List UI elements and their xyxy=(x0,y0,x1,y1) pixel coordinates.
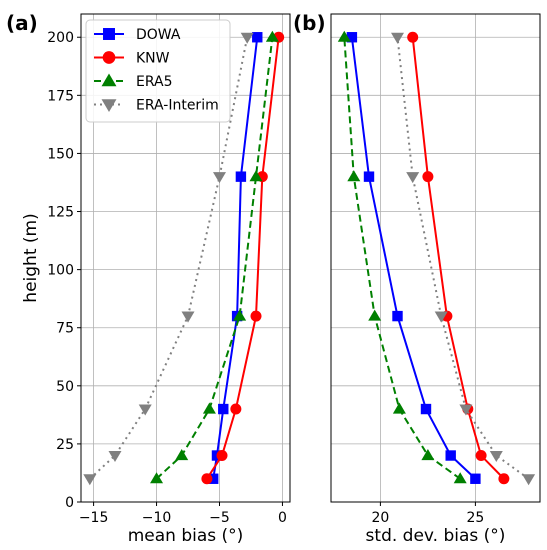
panel-b-series-knw-point xyxy=(475,450,487,462)
panel-a-y-tick-label: 25 xyxy=(56,437,74,453)
panel-a-x-tick-label: −15 xyxy=(79,510,109,526)
legend-label-knw: KNW xyxy=(136,51,170,67)
panel-b-series-era5-point xyxy=(392,402,406,414)
panel-a-y-tick-label: 75 xyxy=(56,321,74,337)
panel-a-series-era-interim-point xyxy=(212,172,226,184)
panel-a-series-era-interim-point xyxy=(181,311,195,323)
panel-a-series-dowa-point xyxy=(218,403,229,415)
panel-a-series-era-interim-point xyxy=(138,404,152,416)
panel-a-label: (a) xyxy=(6,11,38,35)
panel-b-series-era5-point xyxy=(347,170,361,182)
panel-b-series-era5-point xyxy=(453,472,467,484)
legend-marker-era-interim xyxy=(101,99,117,112)
panel-b-label: (b) xyxy=(293,11,326,35)
legend-label-era5: ERA5 xyxy=(136,74,173,90)
panel-a-series-era5-point xyxy=(249,170,263,182)
panel-a-y-tick-label: 200 xyxy=(47,30,74,46)
legend-marker-knw xyxy=(102,51,116,64)
panel-b-series-era5-point xyxy=(337,30,351,42)
legend-marker-era5 xyxy=(101,73,117,87)
panel-b-series-era-interim-point xyxy=(406,172,420,184)
panel-a-series-dowa-point xyxy=(207,473,219,484)
panel-b-series-knw-point xyxy=(422,171,434,183)
panel-a-series-era-interim-point xyxy=(240,32,254,44)
legend-label-era-interim: ERA-Interim xyxy=(136,98,219,114)
panel-a-x-axis-label: mean bias (°) xyxy=(128,526,244,546)
panel-a-y-tick-label: 175 xyxy=(47,88,74,104)
panel-a-series-era5-point xyxy=(150,472,164,484)
panel-a-series-era-interim-point xyxy=(83,474,97,486)
panel-a-y-tick-label: 50 xyxy=(56,379,74,395)
panel-a-y-axis-label: height (m) xyxy=(21,213,41,302)
panel-a-series-era5-point xyxy=(265,30,279,42)
legend-box xyxy=(85,19,231,123)
panel-a-y-tick-label: 150 xyxy=(47,146,74,162)
panel-b-series-dowa-point xyxy=(470,473,481,484)
panel-a-series-knw-point xyxy=(250,310,262,322)
panel-b-series-dowa-point xyxy=(445,450,456,461)
panel-b-series-era-interim-point xyxy=(391,32,404,44)
panel-a-x-tick-label: 0 xyxy=(278,510,287,526)
panel-b-series-era-interim-line xyxy=(396,37,530,480)
panel-a-series-era5-point xyxy=(233,309,247,321)
panel-b-series-knw-point xyxy=(407,31,419,43)
panel-a-series-era-interim-point xyxy=(108,450,122,463)
panel-b-x-tick-label: 25 xyxy=(466,510,484,526)
panel-b-series-dowa-point xyxy=(392,310,403,322)
panel-b-series-era5-point xyxy=(368,309,382,321)
panel-b-frame xyxy=(330,13,541,503)
panel-b-series-dowa-point xyxy=(420,403,432,415)
panel-a-y-tick-label: 0 xyxy=(65,495,74,511)
panel-b-series-era-interim-point xyxy=(434,311,448,323)
legend-marker-dowa xyxy=(103,28,115,40)
panel-a-series-knw-point xyxy=(216,450,228,462)
panel-a-series-era5-point xyxy=(175,449,189,461)
panel-b-series-era-interim-point xyxy=(489,450,503,463)
panel-a-x-tick-label: −10 xyxy=(142,510,172,526)
panel-b-series-era5-point xyxy=(421,449,435,461)
panel-b-series-knw-point xyxy=(498,473,510,485)
panel-b-series-dowa-line xyxy=(350,37,477,480)
panel-b-series-era-interim-point xyxy=(459,404,473,416)
panel-b-series-dowa-point xyxy=(363,171,375,182)
panel-a-series-knw-point xyxy=(230,403,242,415)
panel-a-y-tick-label: 100 xyxy=(47,263,74,279)
panel-a-y-tick-label: 125 xyxy=(47,205,74,221)
panel-a-series-dowa-point xyxy=(235,171,247,182)
panel-b-series-era-interim-point xyxy=(522,474,536,486)
panel-b-series-dowa-point xyxy=(346,32,358,43)
panel-a-series-knw-point xyxy=(201,473,213,485)
panel-a-x-tick-label: −5 xyxy=(209,510,230,526)
panel-a-series-dowa-point xyxy=(252,32,263,43)
panel-a-series-era5-point xyxy=(202,402,216,414)
panel-a-frame xyxy=(80,13,291,503)
panel-b-x-axis-label: std. dev. bias (°) xyxy=(366,526,506,546)
legend-label-dowa: DOWA xyxy=(136,27,181,43)
panel-b-x-tick-label: 20 xyxy=(371,510,389,526)
